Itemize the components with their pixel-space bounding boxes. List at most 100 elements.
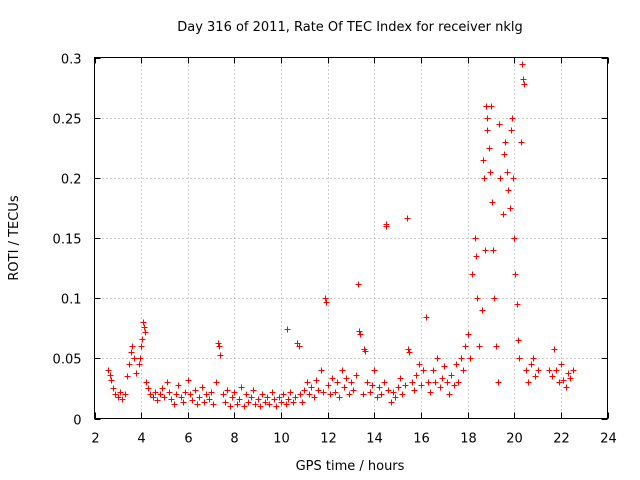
data-point [264, 394, 271, 401]
data-point [525, 379, 532, 386]
data-point [140, 319, 147, 326]
data-point [519, 61, 526, 68]
chart-title: Day 316 of 2011, Rate Of TEC Index for r… [177, 20, 523, 35]
data-point [362, 348, 369, 355]
data-point [455, 379, 462, 386]
data-point [381, 379, 388, 386]
y-tick-label: 0 [73, 414, 81, 429]
data-point [178, 394, 185, 401]
data-point [360, 391, 367, 398]
data-point [511, 235, 518, 242]
data-point [467, 355, 474, 362]
data-point [482, 247, 489, 254]
data-point [556, 379, 563, 386]
data-point [213, 379, 220, 386]
data-point [152, 389, 159, 396]
data-point [222, 399, 229, 406]
data-point [271, 396, 278, 403]
x-tick-label: 14 [366, 432, 383, 447]
y-tick-label: 0.2 [61, 173, 82, 188]
data-point [154, 397, 161, 404]
data-point [388, 399, 395, 406]
data-point [301, 387, 308, 394]
x-tick-label: 2 [91, 432, 99, 447]
y-axis-label: ROTI / TECUs [7, 195, 22, 280]
data-point [474, 295, 481, 302]
data-point [234, 401, 241, 408]
data-point [137, 355, 144, 362]
data-point [224, 387, 231, 394]
data-point [558, 361, 565, 368]
data-point [528, 361, 535, 368]
data-point [371, 367, 378, 374]
data-point [385, 387, 392, 394]
data-point [150, 394, 157, 401]
y-tick-label: 0.15 [53, 233, 82, 248]
data-point [119, 396, 126, 403]
data-point [520, 76, 527, 83]
data-point [189, 397, 196, 404]
data-point [122, 391, 129, 398]
data-point [487, 169, 494, 176]
data-point [304, 379, 311, 386]
x-tick-label: 22 [553, 432, 570, 447]
y-tick-label: 0.25 [53, 113, 82, 128]
data-point [341, 384, 348, 391]
data-point [308, 384, 315, 391]
data-point [259, 391, 266, 398]
data-point [334, 379, 341, 386]
data-point [315, 387, 322, 394]
data-point [157, 391, 164, 398]
data-point [460, 367, 467, 374]
data-point [296, 343, 303, 350]
data-point [430, 367, 437, 374]
data-point [465, 331, 472, 338]
data-point [507, 205, 514, 212]
data-point [215, 340, 222, 347]
x-tick-label: 6 [184, 432, 192, 447]
data-point [488, 103, 495, 110]
data-point [142, 329, 149, 336]
data-point [299, 399, 306, 406]
data-point [161, 394, 168, 401]
data-point [515, 337, 522, 344]
data-point [292, 394, 299, 401]
data-point [227, 403, 234, 410]
data-point [329, 375, 336, 382]
data-point [171, 401, 178, 408]
data-point [180, 399, 187, 406]
data-point [505, 187, 512, 194]
data-point [243, 391, 250, 398]
data-point [508, 127, 515, 134]
data-point [553, 367, 560, 374]
data-point [322, 295, 329, 302]
data-point [484, 115, 491, 122]
data-point [549, 373, 556, 380]
y-tick-label: 0.05 [53, 353, 82, 368]
data-point [497, 175, 504, 182]
x-tick-label: 16 [413, 432, 430, 447]
data-point [491, 295, 498, 302]
data-point [563, 384, 570, 391]
data-point [173, 391, 180, 398]
data-point [320, 389, 327, 396]
data-point [141, 324, 148, 331]
x-tick-label: 8 [230, 432, 238, 447]
data-point [182, 389, 189, 396]
data-point [570, 367, 577, 374]
data-point [143, 379, 150, 386]
data-point [395, 384, 402, 391]
data-point [126, 361, 133, 368]
data-point [273, 403, 280, 410]
data-point [392, 394, 399, 401]
data-point [206, 396, 213, 403]
data-point [194, 401, 201, 408]
data-point [343, 375, 350, 382]
data-point [411, 387, 418, 394]
data-point [231, 389, 238, 396]
data-point [495, 379, 502, 386]
data-point [516, 355, 523, 362]
x-tick-label: 10 [273, 432, 290, 447]
data-point [451, 382, 458, 389]
